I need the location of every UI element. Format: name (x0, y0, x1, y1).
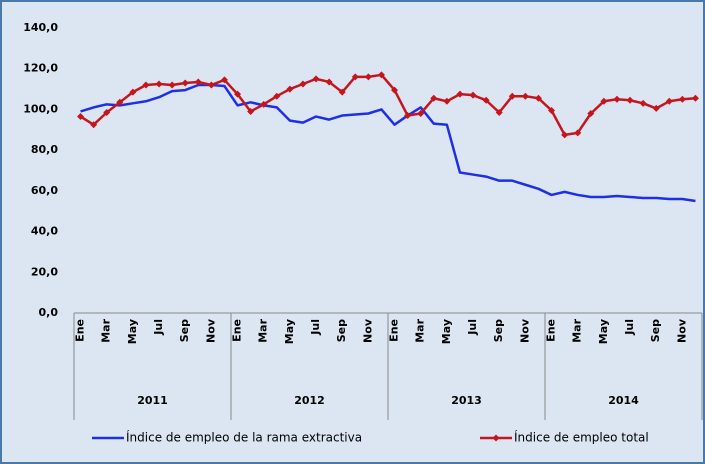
y-tick-label: 60,0 (31, 184, 58, 197)
x-tick-label: May (440, 319, 453, 344)
x-tick-label: Jul (623, 319, 636, 336)
series-marker (665, 97, 673, 105)
series-marker (548, 106, 556, 114)
x-tick-label: May (597, 319, 610, 344)
series-marker (207, 81, 215, 89)
series-marker (312, 75, 320, 83)
series-marker (299, 80, 307, 88)
x-tick-label: Nov (204, 318, 217, 343)
series-marker (495, 108, 503, 116)
y-tick-label: 20,0 (31, 265, 58, 278)
x-tick-label: Sep (335, 319, 348, 342)
series-marker (168, 81, 176, 89)
x-tick-label: Sep (492, 319, 505, 342)
x-tick-label: Ene (231, 319, 244, 342)
series-marker (155, 80, 163, 88)
series-marker (234, 90, 242, 98)
x-tick-label: Sep (649, 319, 662, 342)
series-marker (456, 90, 464, 98)
x-tick-label: Mar (414, 318, 427, 342)
y-tick-label: 0,0 (39, 306, 59, 319)
x-tick-label: Mar (257, 318, 270, 342)
y-tick-label: 140,0 (23, 21, 58, 34)
series-line (80, 83, 696, 203)
x-tick-label: Nov (518, 318, 531, 343)
series-marker (417, 110, 425, 117)
series-marker (521, 92, 529, 100)
series-marker (247, 107, 255, 115)
series-marker (561, 131, 569, 139)
x-tick-label: May (126, 319, 139, 344)
group-label: 2014 (608, 394, 639, 407)
x-tick-label: Nov (675, 318, 688, 343)
x-tick-label: Nov (361, 318, 374, 343)
x-tick-label: Ene (74, 319, 87, 342)
series-marker (325, 78, 333, 86)
series-marker (391, 86, 399, 94)
series-marker (482, 96, 490, 104)
series-marker (273, 92, 281, 100)
series-marker (587, 110, 595, 117)
legend-marker (492, 434, 500, 442)
series-marker (626, 96, 634, 104)
series-marker (443, 97, 451, 105)
series-marker (364, 73, 372, 81)
x-tick-label: Mar (100, 318, 113, 342)
series-marker (469, 91, 477, 99)
x-tick-label: May (283, 319, 296, 344)
series-marker (220, 76, 228, 84)
series-marker (613, 95, 621, 103)
x-tick-label: Ene (388, 319, 401, 342)
group-label: 2012 (294, 394, 325, 407)
group-label: 2013 (451, 394, 482, 407)
x-tick-label: Jul (309, 319, 322, 336)
series-marker (600, 97, 608, 105)
series-marker (430, 94, 438, 102)
series-marker (377, 71, 385, 79)
series-marker (351, 73, 359, 81)
series-marker (286, 85, 294, 93)
series-marker (77, 113, 85, 121)
series-marker (404, 112, 412, 120)
series-marker (142, 81, 150, 89)
series-marker (260, 100, 268, 108)
series-marker (181, 79, 189, 87)
series-marker (90, 121, 98, 129)
series-marker (194, 78, 202, 86)
series-marker (691, 94, 699, 102)
series-marker (103, 108, 111, 116)
x-tick-label: Sep (178, 319, 191, 342)
y-tick-label: 100,0 (23, 102, 58, 115)
y-tick-label: 120,0 (23, 62, 58, 75)
legend: Índice de empleo de la rama extractiva Ín… (92, 430, 649, 445)
x-tick-label: Ene (545, 319, 558, 342)
legend-label: Índice de empleo total (514, 430, 649, 445)
x-tick-label: Mar (571, 318, 584, 342)
series-marker (534, 94, 542, 102)
legend-label: Índice de empleo de la rama extractiva (126, 430, 362, 445)
series-marker (639, 99, 647, 107)
y-tick-label: 80,0 (31, 143, 58, 156)
x-tick-label: Jul (466, 319, 479, 336)
series-marker (678, 95, 686, 103)
series-marker (129, 88, 137, 96)
x-tick-label: Jul (152, 319, 165, 336)
group-label: 2011 (137, 394, 168, 407)
y-tick-label: 40,0 (31, 225, 58, 238)
series-marker (652, 104, 660, 112)
series-marker (574, 129, 582, 137)
series-marker (508, 92, 516, 100)
series-marker (338, 88, 346, 96)
series-marker (116, 98, 124, 106)
